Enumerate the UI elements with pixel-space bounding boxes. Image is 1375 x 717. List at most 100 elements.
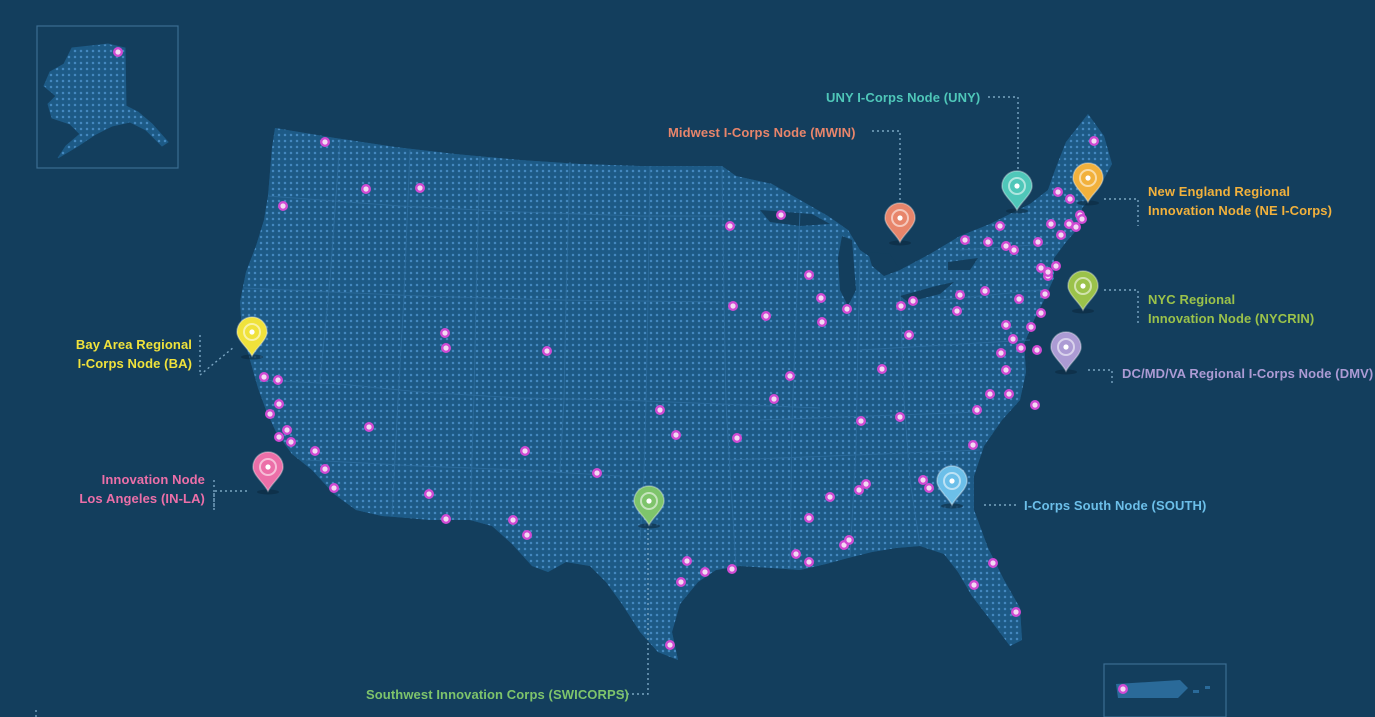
location-dot-icon [1032, 345, 1042, 355]
location-dot-icon [682, 556, 692, 566]
label-inla-line-1: Innovation Node [101, 472, 205, 487]
location-dot-icon [995, 221, 1005, 231]
location-dot-icon [522, 530, 532, 540]
leader-ne [1104, 198, 1139, 226]
label-ne: New England Regional Innovation Node (NE… [1148, 182, 1332, 220]
location-dot-icon [861, 479, 871, 489]
location-dot-icon [665, 640, 675, 650]
map-pin-icon[interactable] [252, 451, 284, 495]
location-dot-icon [791, 549, 801, 559]
location-dot-icon [1026, 322, 1036, 332]
location-dot-icon [1071, 222, 1081, 232]
location-dot-icon [1001, 365, 1011, 375]
label-mwin: Midwest I-Corps Node (MWIN) [668, 123, 856, 142]
location-dot-icon [1040, 289, 1050, 299]
location-dot-icon [908, 296, 918, 306]
leader-inla [213, 480, 248, 510]
location-dot-icon [842, 304, 852, 314]
location-dot-icon [320, 137, 330, 147]
location-dot-icon [816, 293, 826, 303]
location-dot-icon [1030, 400, 1040, 410]
location-dot-icon [1036, 308, 1046, 318]
location-dot-icon [960, 235, 970, 245]
location-dot-icon [310, 446, 320, 456]
location-dot-icon [776, 210, 786, 220]
label-south: I-Corps South Node (SOUTH) [1024, 496, 1206, 515]
location-dot-icon [278, 201, 288, 211]
label-ba-line-2: I-Corps Node (BA) [77, 356, 192, 371]
location-dot-icon [785, 371, 795, 381]
location-dot-icon [918, 475, 928, 485]
location-dot-icon [1001, 320, 1011, 330]
map-pin-icon[interactable] [1067, 270, 1099, 314]
location-dot-icon [924, 483, 934, 493]
location-dot-icon [1077, 214, 1087, 224]
location-dot-icon [817, 317, 827, 327]
alaska-inset-frame [36, 25, 179, 169]
leader-swicorps [622, 528, 649, 695]
location-dot-icon [804, 270, 814, 280]
node-pins [236, 162, 1104, 529]
location-dot-icon [320, 464, 330, 474]
location-dot-icon [1011, 607, 1021, 617]
location-dot-icon [761, 311, 771, 321]
location-dot-icon [877, 364, 887, 374]
location-dot-icon [441, 343, 451, 353]
state-borders [243, 139, 1049, 569]
map-pin-icon[interactable] [1072, 162, 1104, 206]
location-dot-icon [1008, 334, 1018, 344]
label-mwin-line-1: Midwest I-Corps Node (MWIN) [668, 125, 856, 140]
location-dot-icon [844, 535, 854, 545]
map-pin-icon[interactable] [884, 202, 916, 246]
label-swicorps: Southwest Innovation Corps (SWICORPS) [366, 685, 629, 704]
location-dot-icon [968, 440, 978, 450]
leader-dmv [1088, 369, 1113, 386]
location-dot-icon [265, 409, 275, 419]
puerto-rico-shape [1116, 680, 1188, 698]
location-dot-icon [856, 416, 866, 426]
label-uny-line-1: UNY I-Corps Node (UNY) [826, 90, 981, 105]
location-dot-icon [728, 301, 738, 311]
lake-ontario [948, 258, 978, 270]
label-uny: UNY I-Corps Node (UNY) [826, 88, 980, 107]
location-dot-icon [727, 564, 737, 574]
label-ne-line-1: New England Regional [1148, 184, 1291, 199]
location-dot-icon [592, 468, 602, 478]
location-dot-icon [1053, 187, 1063, 197]
location-dot-icon [985, 389, 995, 399]
location-dot-icon [988, 558, 998, 568]
location-dot-icon [1043, 267, 1053, 277]
map-pin-icon[interactable] [236, 316, 268, 360]
location-dot-icon [520, 446, 530, 456]
leader-ba [199, 335, 235, 377]
map-pin-icon[interactable] [633, 485, 665, 529]
leader-lines [35, 96, 1139, 717]
location-dot-icon [980, 286, 990, 296]
label-inla: Innovation Node Los Angeles (IN-LA) [60, 470, 205, 508]
location-dot-icon [440, 328, 450, 338]
location-dot-icon [274, 432, 284, 442]
location-dot-icon [364, 422, 374, 432]
location-dot-icon [1065, 194, 1075, 204]
location-dot-icon [542, 346, 552, 356]
map-pin-icon[interactable] [936, 465, 968, 509]
location-dot-icon [896, 301, 906, 311]
map-pin-icon[interactable] [1050, 331, 1082, 375]
location-dot-icon [952, 306, 962, 316]
leader-uny [988, 96, 1019, 172]
location-dot-icon [1046, 219, 1056, 229]
label-nycrin-line-1: NYC Regional [1148, 292, 1236, 307]
location-dot-icon [282, 425, 292, 435]
location-dot-icon [1051, 261, 1061, 271]
label-nycrin: NYC Regional Innovation Node (NYCRIN) [1148, 290, 1314, 328]
lake-michigan [838, 236, 856, 306]
location-dot-icon [725, 221, 735, 231]
label-swicorps-line-1: Southwest Innovation Corps (SWICORPS) [366, 687, 629, 702]
location-dot-icon [361, 184, 371, 194]
location-dot-icon [700, 567, 710, 577]
map-pin-icon[interactable] [1001, 170, 1033, 214]
location-dot-icon [769, 394, 779, 404]
location-dot-icon [424, 489, 434, 499]
location-dot-icon [804, 513, 814, 523]
